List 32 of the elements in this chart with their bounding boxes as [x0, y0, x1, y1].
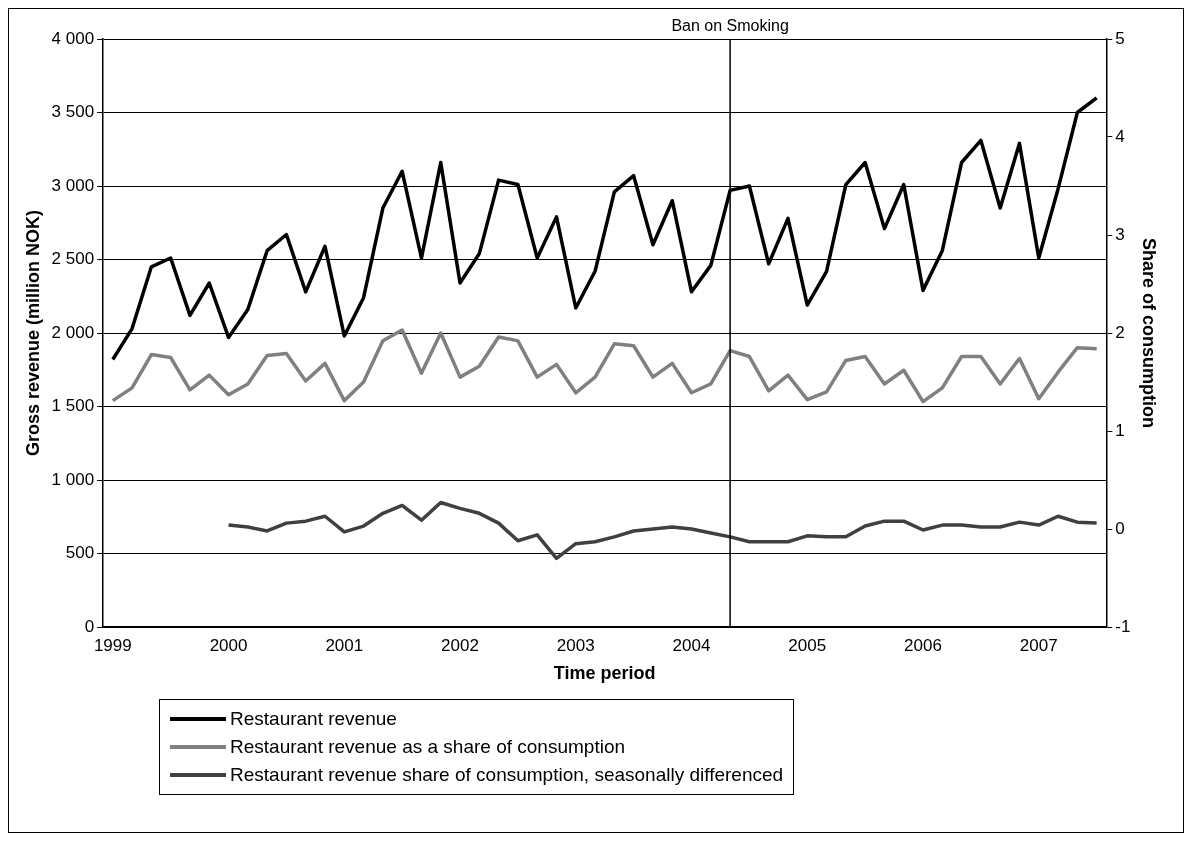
x-tick-label: 2005	[788, 635, 827, 655]
x-tick-label: 2004	[672, 635, 711, 655]
x-tick-label: 2006	[904, 635, 942, 655]
x-tick-label: 1999	[93, 635, 132, 655]
y2-tick-label: 2	[1115, 322, 1125, 342]
legend-label: Restaurant revenue	[230, 708, 397, 730]
y-tick-label: 3 000	[51, 175, 95, 195]
legend-label: Restaurant revenue share of consumption, seasonally differenced	[230, 764, 784, 786]
x-tick-label: 2000	[209, 635, 248, 655]
y-tick-label: 1 000	[51, 469, 95, 489]
y2-axis-title: Share of consumption	[1139, 237, 1160, 429]
x-tick-label: 2001	[325, 635, 364, 655]
y-tick-label: 2 500	[51, 249, 95, 269]
y-axis-title: Gross revenue (million NOK)	[22, 209, 43, 457]
y-tick-label: 1 500	[51, 396, 95, 416]
legend-label: Restaurant revenue as a share of consumption	[230, 736, 626, 758]
ref-line-label: Ban on Smoking	[671, 17, 789, 35]
x-tick-label: 2007	[1019, 635, 1058, 655]
y-tick-label: 500	[65, 543, 95, 563]
x-tick-label: 2002	[441, 635, 479, 655]
y2-tick-label: 1	[1115, 420, 1125, 440]
y-tick-label: 4 000	[51, 28, 95, 48]
x-axis-title: Time period	[553, 663, 656, 684]
y2-tick-label: 4	[1115, 126, 1125, 146]
y-tick-label: 3 500	[51, 102, 95, 122]
x-tick-label: 2003	[556, 635, 595, 655]
y-tick-label: 2 000	[51, 322, 95, 342]
y2-tick-label: -1	[1115, 616, 1131, 636]
y2-tick-label: 5	[1115, 28, 1125, 48]
y2-tick-label: 3	[1115, 224, 1125, 244]
y2-tick-label: 0	[1115, 518, 1125, 538]
y-tick-label: 0	[84, 616, 95, 636]
